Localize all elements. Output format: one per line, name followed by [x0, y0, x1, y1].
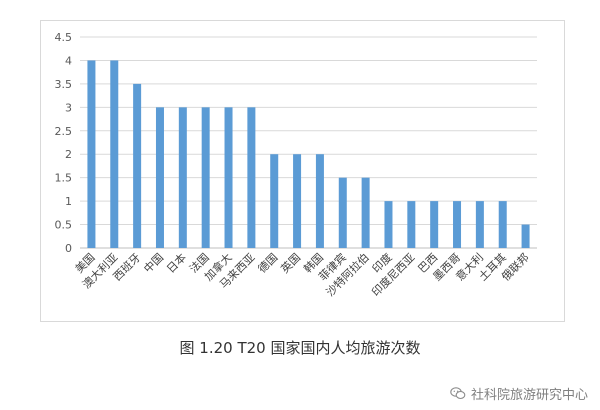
bar — [430, 201, 439, 248]
x-tick-label: 英国 — [278, 250, 303, 275]
chart-frame — [40, 20, 565, 322]
y-tick-label: 1.5 — [55, 172, 73, 185]
y-tick-label: 0.5 — [55, 219, 73, 232]
bar — [247, 107, 256, 248]
bar — [178, 107, 187, 248]
bars — [87, 60, 530, 248]
y-tick-label: 4.5 — [55, 31, 73, 44]
y-tick-label: 3 — [65, 101, 72, 114]
watermark: 社科院旅游研究中心 — [450, 384, 588, 403]
x-tick-label: 印度尼西亚 — [369, 250, 418, 299]
watermark-text: 社科院旅游研究中心 — [470, 388, 588, 403]
bar — [407, 201, 416, 248]
y-tick-label: 2 — [65, 148, 72, 161]
bar — [521, 224, 530, 248]
x-tick-label: 中国 — [141, 251, 166, 276]
y-tick-label: 0 — [65, 242, 72, 255]
x-tick-label: 德国 — [255, 250, 280, 275]
bar — [384, 201, 393, 248]
x-tick-label: 日本 — [163, 250, 188, 275]
bar — [87, 60, 96, 248]
bar — [293, 154, 302, 248]
bar — [361, 177, 370, 248]
bar — [224, 107, 233, 248]
bar — [338, 177, 347, 248]
bar — [270, 154, 279, 248]
y-tick-label: 1 — [65, 195, 72, 208]
figure-caption: 图 1.20 T20 国家国内人均旅游次数 — [179, 339, 421, 357]
bar — [155, 107, 164, 248]
bar — [453, 201, 462, 248]
bar — [315, 154, 324, 248]
y-tick-label: 4 — [65, 54, 72, 67]
bar — [110, 60, 119, 248]
bar — [201, 107, 210, 248]
wechat-icon — [450, 387, 466, 400]
y-tick-label: 2.5 — [55, 125, 73, 138]
grid-layer — [80, 36, 537, 249]
bar — [498, 201, 507, 248]
x-axis-labels: 美国澳大利亚西班牙中国日本法国加拿大马来西亚德国英国韩国菲律宾沙特阿拉伯印度印度… — [73, 250, 532, 299]
y-tick-label: 3.5 — [55, 78, 73, 91]
y-axis-ticks: 0 0.5 1 1.5 2 2.5 3 3.5 4 4.5 — [55, 31, 73, 255]
bar — [475, 201, 484, 248]
bar — [133, 83, 142, 248]
